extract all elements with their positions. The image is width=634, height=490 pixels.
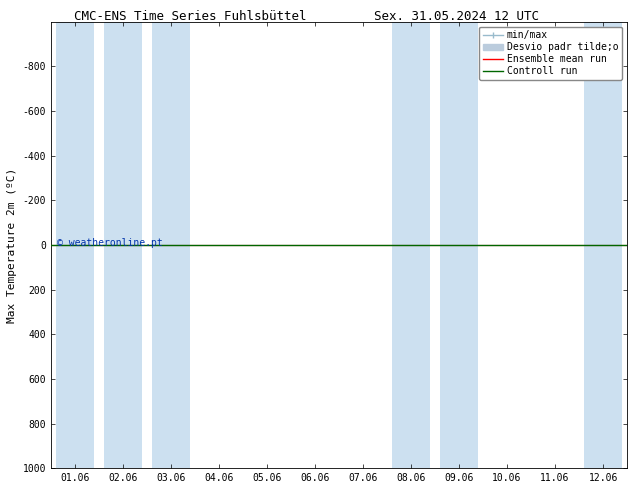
- Bar: [392, 22, 430, 468]
- Text: © weatheronline.pt: © weatheronline.pt: [56, 238, 162, 247]
- Legend: min/max, Desvio padr tilde;o, Ensemble mean run, Controll run: min/max, Desvio padr tilde;o, Ensemble m…: [479, 26, 622, 80]
- Bar: [104, 22, 142, 468]
- Text: CMC-ENS Time Series Fuhlsbüttel: CMC-ENS Time Series Fuhlsbüttel: [74, 10, 306, 23]
- Y-axis label: Max Temperature 2m (ºC): Max Temperature 2m (ºC): [7, 167, 17, 322]
- Bar: [440, 22, 478, 468]
- Bar: [584, 22, 622, 468]
- Bar: [56, 22, 94, 468]
- Bar: [152, 22, 190, 468]
- Text: Sex. 31.05.2024 12 UTC: Sex. 31.05.2024 12 UTC: [374, 10, 539, 23]
